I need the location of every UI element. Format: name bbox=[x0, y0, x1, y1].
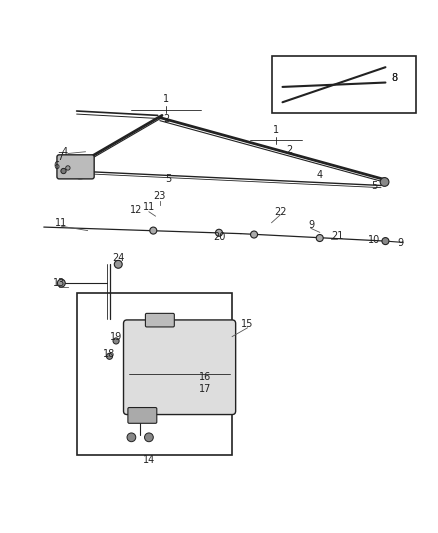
FancyBboxPatch shape bbox=[145, 313, 174, 327]
FancyBboxPatch shape bbox=[124, 320, 236, 415]
Bar bbox=[77, 293, 232, 455]
Circle shape bbox=[57, 279, 65, 287]
Bar bbox=[272, 56, 416, 113]
Text: 13: 13 bbox=[53, 278, 65, 288]
Text: 5: 5 bbox=[166, 174, 172, 184]
Circle shape bbox=[106, 353, 113, 359]
Text: 19: 19 bbox=[110, 333, 122, 343]
Circle shape bbox=[127, 433, 136, 442]
Text: 17: 17 bbox=[199, 384, 211, 394]
Text: 2: 2 bbox=[163, 114, 170, 124]
Text: 10: 10 bbox=[368, 235, 381, 245]
Text: 1: 1 bbox=[163, 94, 170, 104]
Circle shape bbox=[316, 235, 323, 241]
Text: 5: 5 bbox=[371, 181, 378, 191]
Circle shape bbox=[114, 260, 122, 268]
Text: 16: 16 bbox=[199, 372, 211, 382]
Circle shape bbox=[145, 433, 153, 442]
Text: 4: 4 bbox=[61, 147, 67, 157]
Text: 4: 4 bbox=[317, 169, 323, 180]
Text: 8: 8 bbox=[391, 73, 397, 83]
Circle shape bbox=[66, 166, 70, 170]
Text: 22: 22 bbox=[274, 207, 286, 217]
Text: 12: 12 bbox=[130, 205, 142, 215]
Ellipse shape bbox=[65, 160, 88, 179]
Circle shape bbox=[113, 338, 119, 344]
Text: 11: 11 bbox=[143, 203, 155, 212]
Text: 18: 18 bbox=[103, 349, 116, 359]
Circle shape bbox=[61, 168, 66, 174]
Text: 20: 20 bbox=[213, 232, 225, 242]
FancyBboxPatch shape bbox=[57, 155, 94, 179]
Text: 7: 7 bbox=[57, 152, 64, 162]
Text: 9: 9 bbox=[308, 220, 314, 230]
Text: 9: 9 bbox=[398, 238, 404, 248]
Text: 21: 21 bbox=[331, 231, 343, 241]
Text: 23: 23 bbox=[154, 191, 166, 201]
Circle shape bbox=[67, 156, 74, 163]
Text: 6: 6 bbox=[53, 161, 59, 171]
Text: 14: 14 bbox=[143, 455, 155, 465]
Circle shape bbox=[251, 231, 258, 238]
Circle shape bbox=[382, 238, 389, 245]
Text: 8: 8 bbox=[391, 73, 397, 83]
Text: 24: 24 bbox=[112, 253, 124, 263]
Text: 2: 2 bbox=[286, 146, 292, 156]
Text: 15: 15 bbox=[241, 319, 254, 329]
Text: 1: 1 bbox=[273, 125, 279, 135]
FancyBboxPatch shape bbox=[128, 408, 157, 423]
Circle shape bbox=[150, 227, 157, 234]
Circle shape bbox=[380, 177, 389, 187]
Circle shape bbox=[215, 229, 223, 236]
Text: 11: 11 bbox=[55, 217, 67, 228]
